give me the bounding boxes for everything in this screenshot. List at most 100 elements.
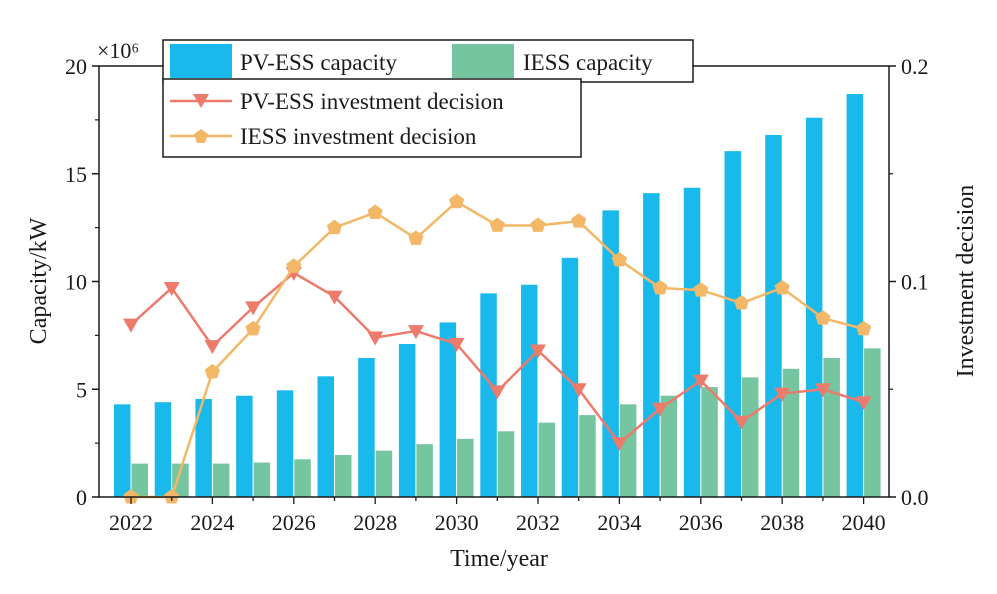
- marker-pv-ess-investment-decision-2027: [326, 290, 343, 305]
- marker-iess-investment-decision-2027: [326, 219, 343, 235]
- bar-iess-capacity-2029: [416, 444, 433, 497]
- bar-pv-ess-capacity-2026: [276, 390, 294, 497]
- lines-layer: [123, 193, 872, 504]
- bar-iess-capacity-2040: [864, 348, 881, 497]
- y-right-axis-title: Investment decision: [953, 185, 979, 378]
- marker-iess-investment-decision-2024: [204, 364, 220, 379]
- legend-label-pv-ess-capacity: PV-ESS capacity: [240, 50, 397, 75]
- marker-iess-investment-decision-2036: [693, 282, 709, 297]
- bar-pv-ess-capacity-2025: [236, 395, 253, 497]
- marker-iess-investment-decision-2040: [856, 320, 872, 336]
- bar-iess-capacity-2030: [457, 438, 474, 497]
- legend-bars-frame: [162, 39, 694, 83]
- y-right-tick-label-0.2: 0.2: [901, 54, 929, 79]
- marker-pv-ess-investment-decision-2038: [774, 387, 791, 402]
- bar-iess-capacity-2023: [172, 463, 189, 497]
- marker-pv-ess-investment-decision-2036: [692, 374, 709, 389]
- bar-iess-capacity-2039: [823, 358, 840, 497]
- marker-pv-ess-investment-decision-2034: [611, 437, 628, 452]
- y-right-tick-label-0.0: 0.0: [901, 485, 929, 510]
- y-left-axis-title: Capacity/kW: [26, 217, 52, 344]
- bar-pv-ess-capacity-2031: [480, 293, 497, 497]
- bar-pv-ess-capacity-2034: [602, 210, 619, 497]
- x-tick-label-2032: 2032: [516, 510, 560, 535]
- marker-pv-ess-investment-decision-2040: [855, 396, 872, 411]
- marker-pv-ess-investment-decision-2031: [489, 385, 506, 400]
- legend-lines: PV-ESS investment decision IESS investme…: [162, 78, 582, 158]
- y-left-tick-label-5: 5: [76, 377, 87, 402]
- x-tick-label-2040: 2040: [842, 510, 886, 535]
- x-tick-label-2026: 2026: [272, 510, 316, 535]
- marker-pv-ess-investment-decision-2030: [448, 338, 465, 352]
- bar-iess-capacity-2022: [131, 463, 148, 497]
- marker-pv-ess-investment-decision-2033: [570, 383, 587, 398]
- marker-iess-investment-decision-2031: [489, 217, 505, 232]
- bar-pv-ess-capacity-2028: [358, 358, 375, 497]
- marker-pv-ess-investment-decision-2029: [407, 325, 424, 340]
- marker-iess-investment-decision-2034: [611, 252, 627, 267]
- bar-pv-ess-capacity-2029: [398, 343, 416, 497]
- bar-pv-ess-capacity-2032: [521, 284, 538, 497]
- bar-pv-ess-capacity-2022: [114, 404, 131, 497]
- bar-iess-capacity-2024: [212, 463, 230, 497]
- marker-iess-investment-decision-2039: [815, 310, 831, 325]
- bar-iess-capacity-2036: [701, 387, 718, 497]
- marker-iess-investment-decision-2028: [367, 204, 383, 219]
- legend-label-iess-capacity: IESS capacity: [523, 50, 653, 75]
- legend-lines-frame: [162, 78, 582, 158]
- marker-iess-investment-decision-2029: [408, 230, 424, 245]
- bar-pv-ess-capacity-2038: [765, 134, 782, 497]
- marker-pv-ess-investment-decision-2024: [204, 340, 221, 355]
- legend-label-pv-ess-decision: PV-ESS investment decision: [240, 89, 504, 114]
- x-tick-label-2030: 2030: [435, 510, 479, 535]
- y-right-tick-label-0.1: 0.1: [901, 270, 929, 295]
- bar-pv-ess-capacity-2030: [439, 322, 457, 497]
- y-left-scale-label: ×10⁶: [97, 38, 139, 63]
- y-left-tick-label-10: 10: [65, 270, 87, 295]
- bar-iess-capacity-2038: [782, 368, 800, 497]
- marker-pv-ess-investment-decision-2023: [163, 282, 180, 296]
- bar-iess-capacity-2035: [660, 395, 678, 497]
- marker-iess-investment-decision-2032: [530, 217, 546, 232]
- marker-iess-investment-decision-2025: [245, 320, 261, 336]
- x-tick-label-2022: 2022: [109, 510, 153, 535]
- marker-pv-ess-investment-decision-2039: [814, 383, 831, 398]
- bar-iess-capacity-2031: [497, 431, 515, 497]
- marker-pv-ess-investment-decision-2022: [123, 318, 139, 333]
- bar-iess-capacity-2033: [579, 415, 596, 497]
- legend-swatch-pv-ess-capacity: [170, 44, 232, 78]
- y-left-tick-label-20: 20: [65, 54, 87, 79]
- legend-marker-pv-ess-decision: [193, 94, 209, 108]
- bar-iess-capacity-2034: [619, 404, 637, 497]
- bar-pv-ess-capacity-2023: [154, 402, 172, 497]
- x-axis-title: Time/year: [450, 546, 548, 572]
- bar-pv-ess-capacity-2033: [561, 257, 579, 497]
- bar-iess-capacity-2025: [253, 462, 271, 497]
- bar-pv-ess-capacity-2040: [846, 94, 864, 497]
- marker-pv-ess-investment-decision-2035: [652, 402, 669, 417]
- marker-iess-investment-decision-2037: [733, 295, 750, 310]
- x-tick-label-2038: 2038: [760, 510, 804, 535]
- bar-iess-capacity-2032: [538, 422, 555, 497]
- bar-iess-capacity-2037: [742, 377, 759, 497]
- ticks-layer: 0 5 10 15 20 0.0 0.1 0.2 2022 2024 2026 2028 2030 203…: [65, 54, 929, 535]
- bar-pv-ess-capacity-2036: [683, 187, 701, 497]
- marker-iess-investment-decision-2033: [571, 213, 587, 228]
- bar-pv-ess-capacity-2027: [317, 376, 334, 497]
- bar-pv-ess-capacity-2024: [195, 398, 212, 497]
- x-tick-label-2028: 2028: [353, 510, 397, 535]
- x-tick-label-2034: 2034: [597, 510, 641, 535]
- bar-iess-capacity-2028: [375, 450, 393, 497]
- bar-iess-capacity-2026: [294, 459, 311, 497]
- marker-iess-investment-decision-2030: [449, 193, 465, 209]
- marker-pv-ess-investment-decision-2025: [245, 301, 262, 316]
- marker-pv-ess-investment-decision-2032: [530, 344, 546, 359]
- marker-iess-investment-decision-2026: [286, 258, 302, 273]
- x-tick-label-2024: 2024: [190, 510, 234, 535]
- bar-pv-ess-capacity-2039: [805, 117, 823, 497]
- y-left-tick-label-15: 15: [65, 162, 87, 187]
- legend-marker-iess-decision: [194, 129, 208, 143]
- marker-iess-investment-decision-2038: [774, 280, 790, 295]
